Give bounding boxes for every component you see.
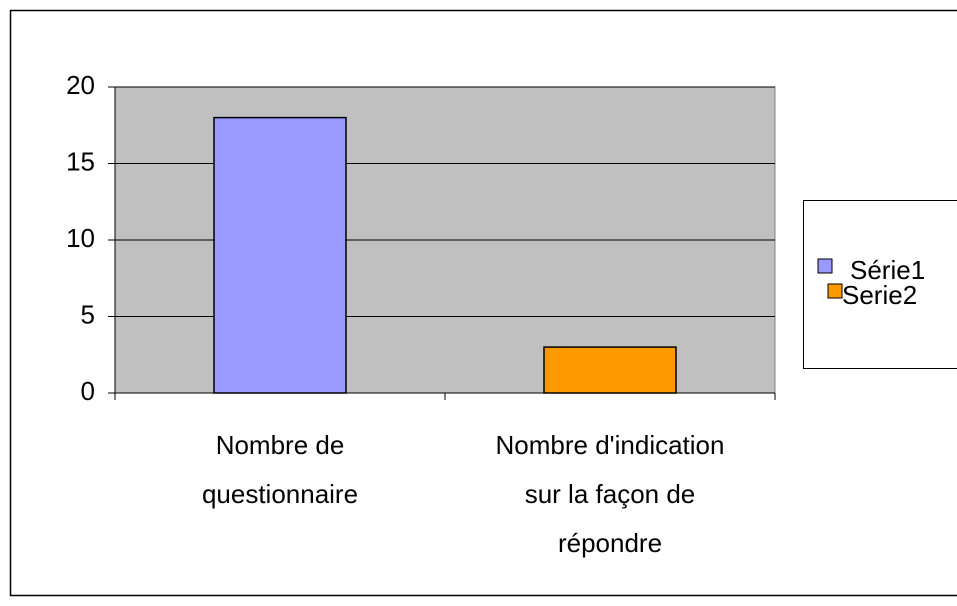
y-tick-label: 15 xyxy=(66,146,95,176)
x-tick-label-line: répondre xyxy=(558,528,662,558)
bar xyxy=(543,346,677,394)
legend-label: Série1 xyxy=(850,255,925,285)
legend-swatch xyxy=(817,258,833,274)
y-tick-label: 0 xyxy=(81,376,95,406)
y-tick-label: 5 xyxy=(81,299,95,329)
y-tick-label: 10 xyxy=(66,223,95,253)
x-tick-label: Nombre de questionnaire xyxy=(202,430,358,509)
x-tick-label: Nombre d'indication sur la façon de répond… xyxy=(496,430,725,558)
x-tick-label-line: Nombre de xyxy=(216,430,345,460)
bar xyxy=(213,116,347,394)
y-tick-label: 20 xyxy=(66,70,95,100)
x-tick-label-line: questionnaire xyxy=(202,479,358,509)
legend-label: Serie2 xyxy=(842,280,917,310)
x-tick-label-line: Nombre d'indication xyxy=(496,430,725,460)
x-tick-label-line: sur la façon de xyxy=(525,479,696,509)
legend-swatch xyxy=(827,283,843,299)
